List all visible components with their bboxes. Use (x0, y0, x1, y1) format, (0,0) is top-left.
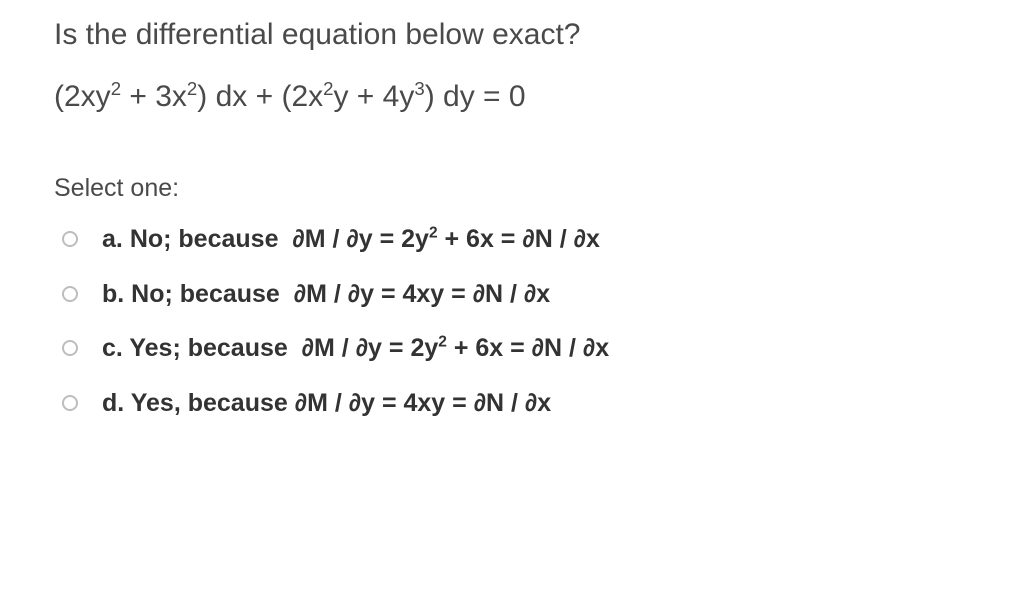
option-text-c: c. Yes; because ∂M / ∂y = 2y2 + 6x = ∂N … (102, 332, 609, 365)
option-body: Yes; because ∂M / ∂y = 2y2 + 6x = ∂N / ∂… (129, 334, 609, 362)
select-one-label: Select one: (54, 174, 1024, 203)
option-row-d: d. Yes, because ∂M / ∂y = 4xy = ∂N / ∂x (62, 387, 1024, 420)
option-body: No; because ∂M / ∂y = 2y2 + 6x = ∂N / ∂x (130, 225, 600, 253)
question-prompt: Is the differential equation below exact… (54, 18, 1024, 52)
option-row-b: b. No; because ∂M / ∂y = 4xy = ∂N / ∂x (62, 278, 1024, 311)
question-equation: (2xy2 + 3x2) dx + (2x2y + 4y3) dy = 0 (54, 80, 1024, 114)
option-radio-d[interactable] (62, 395, 78, 411)
option-radio-a[interactable] (62, 231, 78, 247)
option-row-a: a. No; because ∂M / ∂y = 2y2 + 6x = ∂N /… (62, 223, 1024, 256)
quiz-question-container: Is the differential equation below exact… (0, 0, 1024, 419)
option-letter: b. (102, 280, 124, 308)
options-list: a. No; because ∂M / ∂y = 2y2 + 6x = ∂N /… (54, 223, 1024, 419)
option-letter: a. (102, 225, 123, 253)
option-radio-c[interactable] (62, 340, 78, 356)
option-radio-b[interactable] (62, 286, 78, 302)
option-body: Yes, because ∂M / ∂y = 4xy = ∂N / ∂x (131, 389, 551, 417)
option-letter: d. (102, 389, 124, 417)
option-text-a: a. No; because ∂M / ∂y = 2y2 + 6x = ∂N /… (102, 223, 600, 256)
option-letter: c. (102, 334, 123, 362)
option-row-c: c. Yes; because ∂M / ∂y = 2y2 + 6x = ∂N … (62, 332, 1024, 365)
option-text-b: b. No; because ∂M / ∂y = 4xy = ∂N / ∂x (102, 278, 550, 311)
option-body: No; because ∂M / ∂y = 4xy = ∂N / ∂x (131, 280, 550, 308)
option-text-d: d. Yes, because ∂M / ∂y = 4xy = ∂N / ∂x (102, 387, 551, 420)
